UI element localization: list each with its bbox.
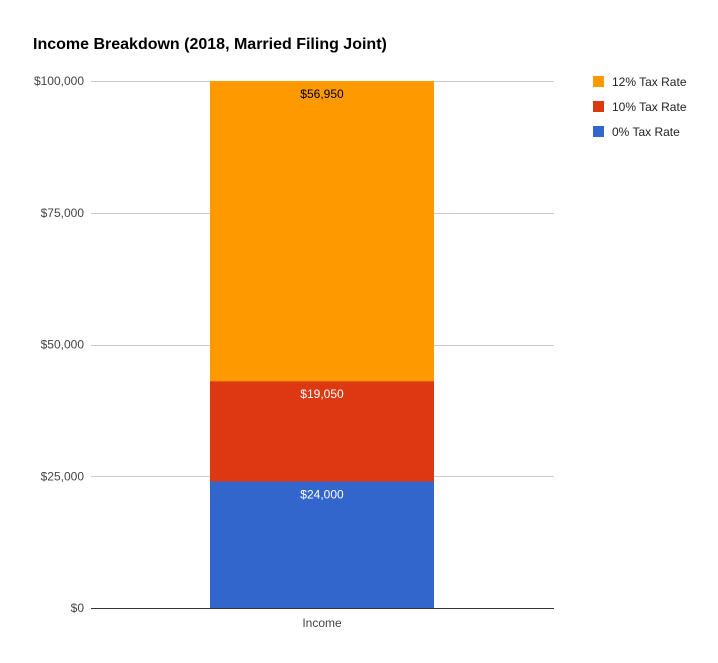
bar-segment-12-tax-rate [210,81,434,382]
legend-label: 10% Tax Rate [612,100,687,114]
legend-swatch [593,101,604,112]
axes: $0 $25,000 $50,000 $75,000 $100,000 Income [34,74,554,630]
bar-segment-0-tax-rate [210,481,434,608]
y-tick-label: $75,000 [41,206,85,220]
data-label: $19,050 [300,387,344,401]
chart-title: Income Breakdown (2018, Married Filing J… [33,36,387,53]
x-tick-label: Income [302,616,342,630]
data-label: $56,950 [300,87,344,101]
y-tick-label: $50,000 [41,338,85,352]
y-tick-label: $100,000 [34,74,84,88]
data-label: $24,000 [300,488,344,502]
legend-label: 0% Tax Rate [612,125,680,139]
bar-segment-10-tax-rate [210,381,434,482]
legend-swatch [593,76,604,87]
y-tick-label: $0 [71,601,85,615]
legend-label: 12% Tax Rate [612,75,687,89]
bars [210,81,434,608]
y-tick-label: $25,000 [41,469,85,483]
legend: 12% Tax Rate 10% Tax Rate 0% Tax Rate [593,75,687,139]
data-labels: $24,000 $19,050 $56,950 [300,87,344,502]
legend-swatch [593,126,604,137]
